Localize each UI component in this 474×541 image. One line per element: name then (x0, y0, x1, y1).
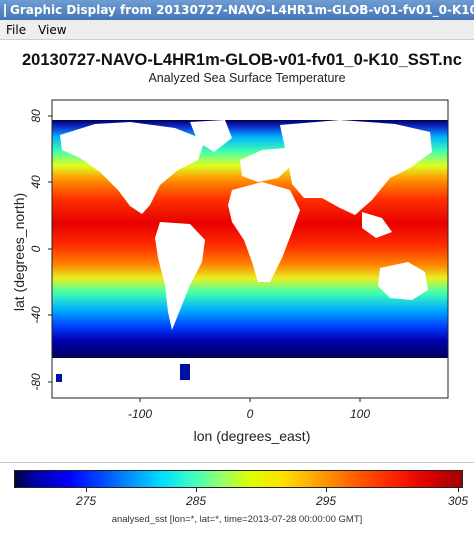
north-america (60, 122, 205, 214)
colorbar-tickmark (326, 488, 327, 492)
sea-ice-fragment (56, 374, 62, 382)
y-tick-label: 80 (29, 109, 43, 123)
y-tick-label: 40 (29, 175, 43, 189)
colorbar-tick-label: 285 (185, 494, 207, 508)
colorbar (14, 470, 463, 488)
menu-view[interactable]: View (38, 22, 67, 37)
menu-bar: File View (0, 20, 474, 40)
colorbar-tick-label: 305 (447, 494, 469, 508)
x-tick-label: 0 (247, 407, 254, 421)
south-america (155, 222, 205, 330)
plot-title: 20130727-NAVO-L4HR1m-GLOB-v01-fv01_0-K10… (22, 51, 462, 69)
menu-file[interactable]: File (6, 22, 27, 37)
x-tick-label: -100 (128, 407, 152, 421)
app-icon (4, 3, 6, 17)
y-tick-label: -80 (29, 373, 43, 391)
colorbar-tickmark (458, 488, 459, 492)
colorbar-tickmark (86, 488, 87, 492)
greenland (190, 120, 232, 152)
window-titlebar[interactable]: Graphic Display from 20130727-NAVO-L4HR1… (0, 0, 474, 20)
x-axis-label: lon (degrees_east) (194, 428, 311, 444)
y-tick-label: 0 (29, 245, 43, 252)
europe (240, 148, 292, 182)
arctic-mask (52, 100, 448, 118)
colorbar-tick-label: 295 (315, 494, 337, 508)
colorbar-caption: analysed_sst [lon=*, lat=*, time=2013-07… (111, 514, 363, 525)
australia (378, 262, 428, 300)
southeast-asia (362, 212, 392, 238)
window-title: Graphic Display from 20130727-NAVO-L4HR1… (10, 3, 474, 17)
antarctic-mask (52, 358, 448, 398)
asia (280, 120, 432, 215)
colorbar-tick-label: 275 (75, 494, 97, 508)
y-tick-label: -40 (29, 306, 43, 324)
sea-ice-fragment (180, 364, 190, 380)
y-axis-label: lat (degrees_north) (11, 193, 27, 311)
x-tick-label: 100 (350, 407, 370, 421)
landmasses (60, 120, 432, 330)
colorbar-tickmark (196, 488, 197, 492)
plot-subtitle: Analyzed Sea Surface Temperature (148, 71, 346, 85)
africa (228, 182, 300, 282)
